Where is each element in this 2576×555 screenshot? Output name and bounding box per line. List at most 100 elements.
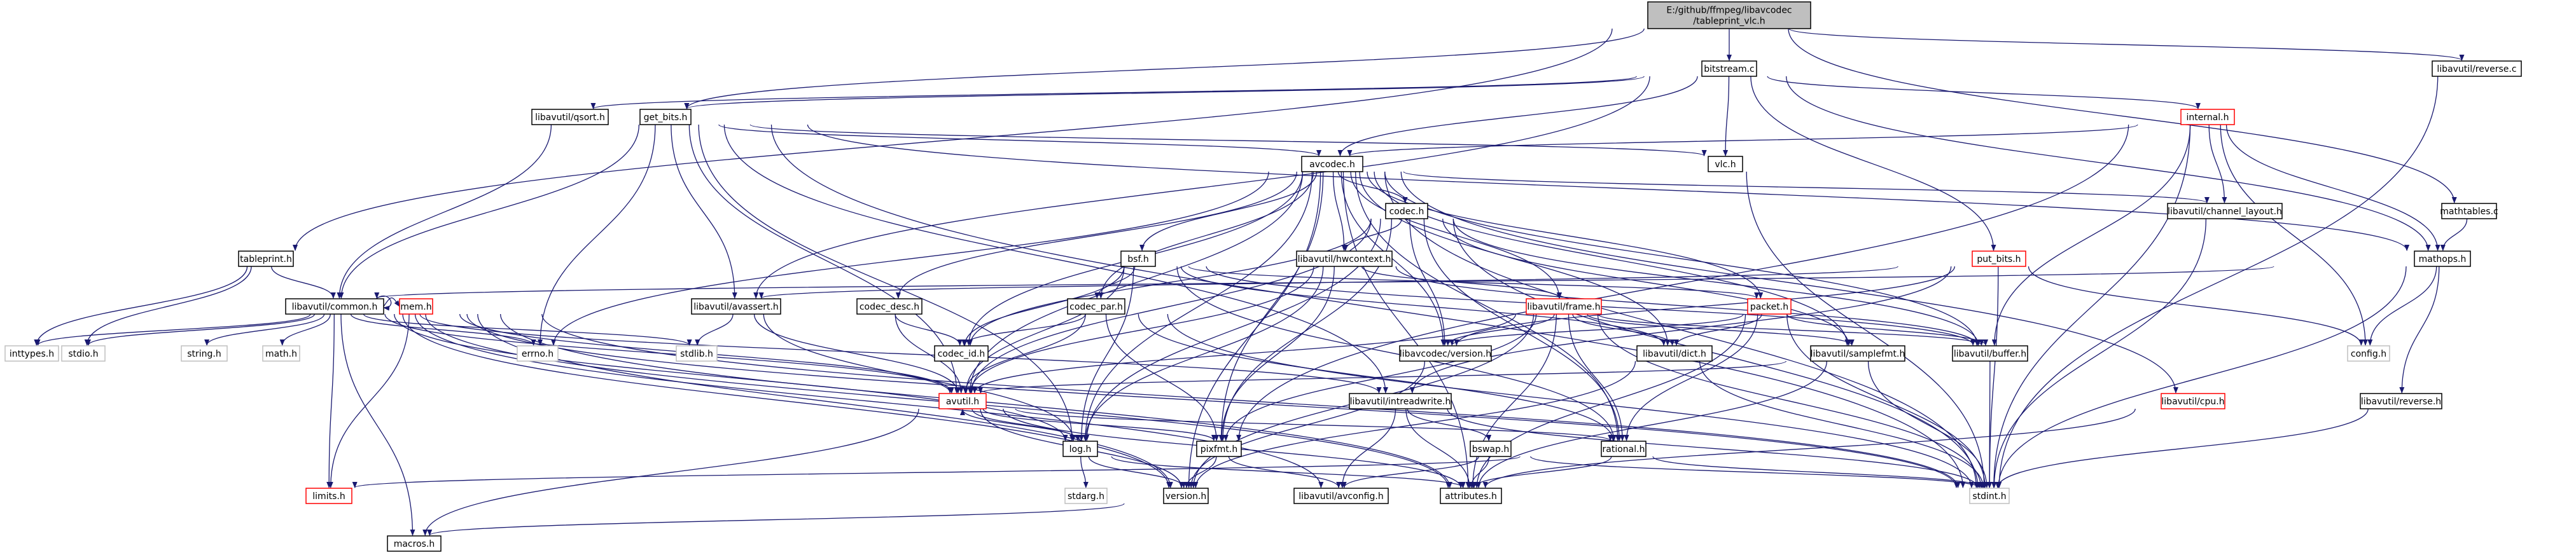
node-avcodec[interactable]: avcodec.h (1301, 156, 1363, 172)
node-label-bsf: bsf.h (1127, 254, 1148, 264)
node-box-attributes (1440, 488, 1502, 504)
edge-put_bits-to-intreadwrite (1409, 266, 1952, 394)
node-label-root-1: /tableprint_vlc.h (1693, 17, 1765, 27)
edge-bsf-to-log (1078, 266, 1134, 441)
node-box-math (262, 345, 300, 362)
node-stdarg: stdarg.h (1064, 488, 1108, 504)
node-codec_id[interactable]: codec_id.h (934, 345, 989, 362)
edge-bitstream-to-get_bits (684, 76, 1645, 109)
node-dict[interactable]: libavutil/dict.h (1636, 345, 1713, 362)
node-packet[interactable]: packet.h (1747, 298, 1792, 315)
node-label-inttypes: inttypes.h (10, 349, 54, 359)
node-mathops[interactable]: mathops.h (2414, 250, 2471, 267)
node-label-reverse_h: libavutil/reverse.h (2361, 397, 2441, 407)
edge-avcodec-to-pixfmt (1218, 171, 1324, 441)
node-reverse_h[interactable]: libavutil/reverse.h (2360, 393, 2442, 409)
edge-get_bits-to-common (338, 124, 640, 299)
node-root[interactable]: E:/github/ffmpeg/libavcodec/tableprint_v… (1647, 1, 1811, 29)
node-label-channel_layout: libavutil/channel_layout.h (2168, 207, 2282, 217)
node-mathtables[interactable]: mathtables.c (2440, 203, 2498, 219)
node-box-frame (1526, 298, 1602, 315)
node-reverse_c[interactable]: libavutil/reverse.c (2432, 60, 2522, 77)
node-frame[interactable]: libavutil/frame.h (1526, 298, 1602, 315)
edge-put_bits-to-config (2028, 266, 2364, 346)
node-avconfig[interactable]: libavutil/avconfig.h (1293, 488, 1389, 504)
node-tableprint[interactable]: tableprint.h (238, 250, 294, 267)
edge-avcodec-to-codec_desc (895, 171, 1297, 299)
node-box-config (2347, 345, 2390, 362)
node-qsort[interactable]: libavutil/qsort.h (531, 109, 609, 125)
node-label-avassert: libavutil/avassert.h (693, 302, 779, 312)
node-limits[interactable]: limits.h (305, 488, 352, 504)
node-common[interactable]: libavutil/common.h (285, 298, 384, 315)
node-version[interactable]: version.h (1163, 488, 1209, 504)
node-attributes[interactable]: attributes.h (1440, 488, 1502, 504)
node-box-samplefmt (1810, 345, 1905, 362)
node-bitstream[interactable]: bitstream.c (1701, 60, 1757, 77)
edge-get_bits-to-avcodec (718, 124, 1321, 156)
node-label-pixfmt: pixfmt.h (1201, 444, 1237, 455)
node-label-hwcontext: libavutil/hwcontext.h (1298, 254, 1391, 264)
edge-packet-to-rational (1624, 313, 1758, 441)
node-box-macros (387, 535, 442, 552)
node-box-bitstream (1701, 60, 1757, 77)
edge-codec-to-codec_id (968, 218, 1372, 346)
node-macros[interactable]: macros.h (387, 535, 442, 552)
node-hwcontext[interactable]: libavutil/hwcontext.h (1296, 250, 1393, 267)
edge-internal-to-mathops (2225, 124, 2440, 251)
edge-get_bits-to-errno (538, 124, 656, 346)
edge-avcodec-to-log (1082, 171, 1312, 441)
node-label-cpu: libavutil/cpu.h (2161, 397, 2224, 407)
node-box-avassert (691, 298, 781, 315)
edge-internal-to-avcodec (1347, 124, 2138, 156)
node-label-reverse_c: libavutil/reverse.c (2437, 64, 2516, 74)
node-box-tableprint (238, 250, 294, 267)
node-box-avutil (938, 393, 987, 409)
node-box-log (1062, 441, 1098, 457)
node-put_bits[interactable]: put_bits.h (1972, 250, 2026, 267)
node-bswap[interactable]: bswap.h (1470, 441, 1512, 457)
node-label-codec_desc: codec_desc.h (860, 302, 919, 312)
edge-root-to-mathtables (1788, 28, 2457, 203)
edge-avcodec-to-codec_par (1098, 171, 1314, 299)
node-get_bits[interactable]: get_bits.h (639, 109, 692, 125)
node-label-stdarg: stdarg.h (1068, 491, 1104, 502)
node-codec_par[interactable]: codec_par.h (1067, 298, 1125, 315)
node-math: math.h (262, 345, 300, 362)
edge-common-to-stdio (86, 313, 316, 346)
node-cpu[interactable]: libavutil/cpu.h (2161, 393, 2225, 409)
edge-tableprint-to-inttypes (34, 266, 248, 346)
node-avcodec_version[interactable]: libavcodec/version.h (1399, 345, 1492, 362)
node-channel_layout[interactable]: libavutil/channel_layout.h (2167, 203, 2283, 219)
node-internal[interactable]: internal.h (2180, 109, 2235, 125)
node-string: string.h (181, 345, 228, 362)
node-buffer[interactable]: libavutil/buffer.h (1952, 345, 2028, 362)
edge-channel_layout-to-stdint (1991, 218, 2207, 488)
node-avassert[interactable]: libavutil/avassert.h (691, 298, 781, 315)
node-avutil[interactable]: avutil.h (938, 393, 987, 409)
node-label-avconfig: libavutil/avconfig.h (1298, 491, 1383, 502)
node-codec_desc[interactable]: codec_desc.h (856, 298, 922, 315)
edge-bitstream-to-internal (1767, 76, 2201, 109)
edge-bitstream-to-put_bits (1750, 76, 1996, 251)
node-mem[interactable]: mem.h (399, 298, 433, 315)
node-box-avconfig (1293, 488, 1389, 504)
node-box-codec_desc (856, 298, 922, 315)
node-log[interactable]: log.h (1062, 441, 1098, 457)
node-codec[interactable]: codec.h (1385, 203, 1428, 219)
node-samplefmt[interactable]: libavutil/samplefmt.h (1810, 345, 1905, 362)
node-intreadwrite[interactable]: libavutil/intreadwrite.h (1349, 393, 1452, 409)
node-rational[interactable]: rational.h (1601, 441, 1647, 457)
edge-cpu-to-attributes (1482, 408, 2136, 488)
node-box-put_bits (1972, 250, 2026, 267)
edge-frame-to-dict (1572, 313, 1675, 346)
node-vlc[interactable]: vlc.h (1708, 156, 1743, 172)
edge-log-to-stdarg (1080, 456, 1089, 488)
edge-mathtables-to-mathops (2440, 218, 2468, 251)
node-bsf[interactable]: bsf.h (1120, 250, 1156, 267)
node-label-bitstream: bitstream.c (1704, 64, 1754, 74)
node-box-errno (517, 345, 559, 362)
node-label-macros: macros.h (394, 539, 435, 549)
edge-log-to-version (1088, 456, 1187, 488)
node-pixfmt[interactable]: pixfmt.h (1196, 441, 1242, 457)
